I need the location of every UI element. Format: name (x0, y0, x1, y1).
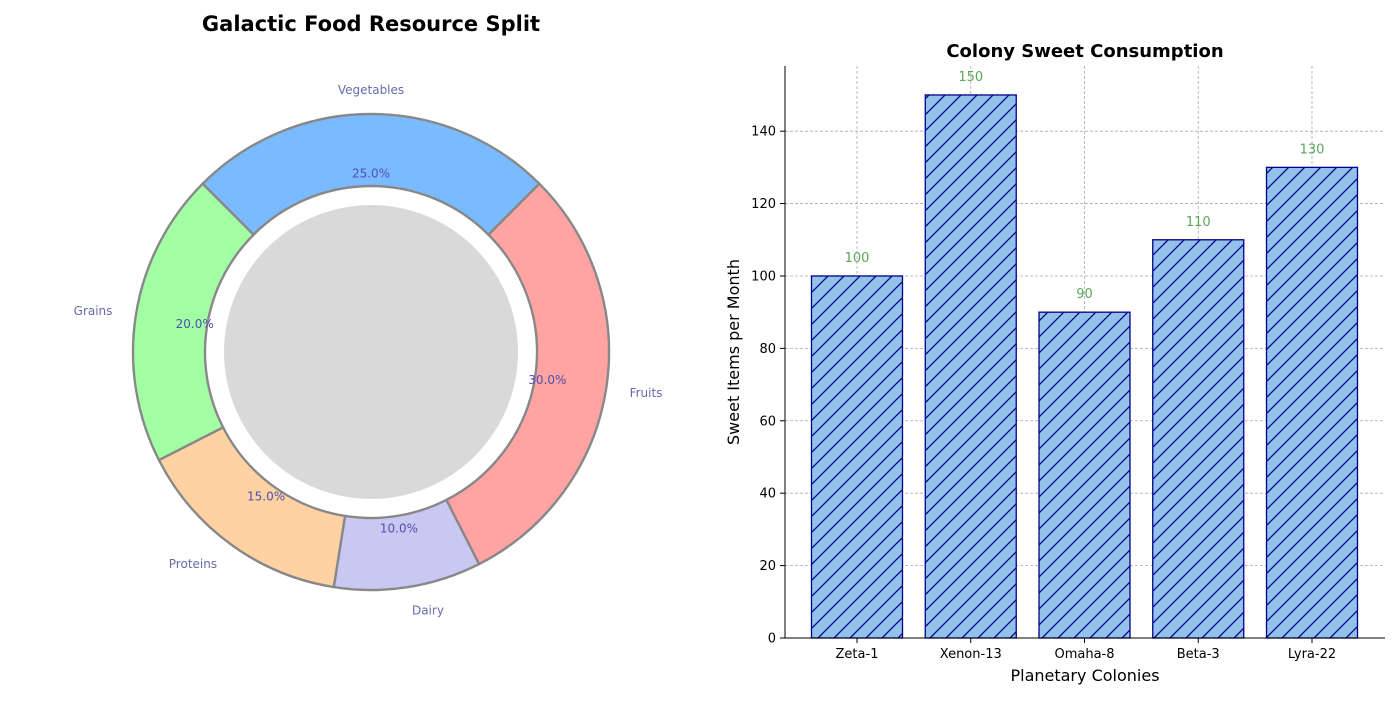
pie-label-vegetables: Vegetables (338, 83, 404, 97)
x-ticks: Zeta-1 Xenon-13 Omaha-8 Beta-3 Lyra-22 (836, 638, 1336, 662)
y-tick-label: 100 (751, 269, 776, 284)
pie-pct-fruits: 30.0% (528, 373, 566, 387)
y-tick-label: 120 (751, 197, 776, 212)
bar-title: Colony Sweet Consumption (946, 41, 1223, 62)
pie-wedges (131, 112, 611, 592)
bar-hatch-lyra-22 (1265, 166, 1359, 639)
y-tick-label: 20 (759, 559, 776, 574)
bar-hatch-beta-3 (1152, 239, 1245, 639)
pie-wedge-fruits (444, 182, 611, 566)
pie-label-fruits: Fruits (630, 386, 663, 400)
bar-value-label-xenon-13: 150 (958, 70, 983, 85)
pie-pct-proteins: 15.0% (247, 489, 285, 503)
y-tick-label: 60 (759, 414, 776, 429)
donut-title: Galactic Food Resource Split (202, 12, 540, 36)
pie-pct-vegetables: 25.0% (352, 167, 390, 181)
bar-hatch-xenon-13 (924, 94, 1017, 639)
pie-label-dairy: Dairy (412, 604, 444, 618)
bar-value-label-zeta-1: 100 (845, 251, 870, 266)
x-tick-label-beta-3: Beta-3 (1177, 647, 1220, 662)
bar-hatch-zeta-1 (810, 275, 904, 639)
y-tick-label: 80 (759, 342, 776, 357)
donut-chart: Galactic Food Resource Split Fruits 30.0%… (74, 12, 663, 618)
x-tick-label-omaha-8: Omaha-8 (1054, 647, 1114, 662)
x-tick-label-zeta-1: Zeta-1 (836, 647, 879, 662)
bar-value-label-beta-3: 110 (1186, 215, 1211, 230)
pie-pct-grains: 20.0% (176, 317, 214, 331)
pie-label-proteins: Proteins (169, 557, 217, 571)
y-tick-label: 140 (751, 125, 776, 140)
bar-chart: Colony Sweet Consumption 10015090110130 … (724, 41, 1385, 685)
y-ticks: 0 20 40 60 80 100 120 140 (751, 125, 785, 647)
x-tick-label-xenon-13: Xenon-13 (940, 647, 1002, 662)
x-axis-label: Planetary Colonies (1010, 666, 1159, 685)
bar-value-label-omaha-8: 90 (1076, 287, 1093, 302)
bar-hatch-omaha-8 (1038, 311, 1131, 639)
donut-inner-disk (224, 205, 518, 499)
bars: 100 150 90 110 130 (810, 70, 1359, 639)
pie-pct-dairy: 10.0% (380, 521, 418, 535)
pie-labels: Fruits 30.0% Dairy 10.0% Proteins 15.0% Grains… (74, 83, 663, 617)
x-tick-label-lyra-22: Lyra-22 (1288, 647, 1336, 662)
y-tick-label: 0 (768, 632, 776, 647)
y-tick-label: 40 (759, 487, 776, 502)
pie-label-grains: Grains (74, 304, 113, 318)
y-axis-label: Sweet Items per Month (724, 259, 743, 445)
pie-wedge-vegetables (201, 112, 541, 237)
bar-value-label-lyra-22: 130 (1300, 142, 1325, 157)
